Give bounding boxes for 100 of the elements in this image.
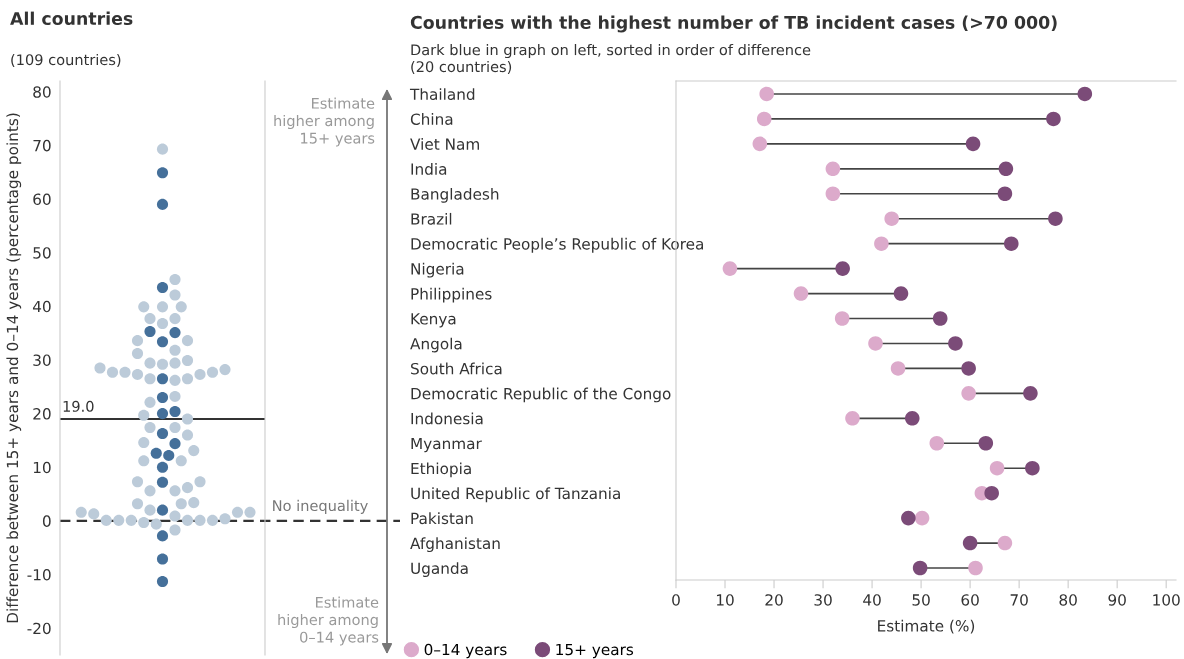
y-tick-label: Brazil bbox=[411, 212, 452, 225]
y-tick-label: Indonesia bbox=[411, 412, 483, 425]
point bbox=[156, 281, 169, 294]
point bbox=[1004, 236, 1019, 251]
point bbox=[1025, 460, 1040, 476]
y-tick-label: 60 bbox=[33, 193, 51, 206]
y-tick-label: -20 bbox=[27, 622, 51, 635]
y-tick-label: 70 bbox=[33, 139, 51, 152]
point bbox=[929, 435, 945, 451]
point bbox=[156, 427, 169, 439]
point bbox=[752, 136, 768, 152]
point bbox=[825, 161, 841, 177]
point bbox=[965, 136, 981, 152]
y-tick-label: Kenya bbox=[411, 313, 456, 328]
ref-line-label: No inequality bbox=[273, 499, 368, 514]
point bbox=[835, 261, 850, 276]
point bbox=[932, 311, 948, 326]
point bbox=[890, 361, 906, 376]
point bbox=[156, 476, 169, 488]
y-tick-label: 80 bbox=[33, 86, 51, 98]
point bbox=[989, 460, 1005, 476]
point bbox=[156, 575, 169, 588]
chart-title: All countries bbox=[10, 11, 133, 26]
chart-subtitle: (109 countries) bbox=[11, 53, 121, 67]
point bbox=[722, 261, 738, 276]
point bbox=[984, 485, 999, 501]
y-tick-label: 30 bbox=[33, 354, 51, 366]
point bbox=[156, 167, 169, 179]
y-tick-label: Uganda bbox=[411, 562, 468, 578]
legend-label: 0–14 years bbox=[424, 643, 507, 659]
point bbox=[1048, 211, 1063, 227]
point bbox=[156, 391, 169, 404]
point bbox=[156, 530, 169, 542]
x-tick-label: 60 bbox=[961, 594, 979, 606]
y-tick-label: Democratic Republic of the Congo bbox=[411, 387, 671, 403]
chart-title: Countries with the highest number of TB incident cases (>70 000) bbox=[410, 15, 1057, 33]
point bbox=[998, 161, 1014, 177]
point bbox=[825, 186, 841, 202]
y-tick-label: Afghanistan bbox=[410, 537, 500, 553]
y-tick-label: China bbox=[410, 113, 453, 125]
point bbox=[884, 211, 899, 227]
annotation: Estimate higher among 15+ years bbox=[274, 97, 375, 147]
y-tick-label: Democratic People’s Republic of Korea bbox=[411, 237, 703, 253]
x-tick-label: 100 bbox=[1153, 594, 1180, 606]
point bbox=[156, 373, 169, 385]
y-tick-label: Thailand bbox=[409, 88, 475, 100]
y-tick-label: -10 bbox=[27, 569, 51, 581]
y-tick-label: Philippines bbox=[411, 287, 492, 303]
x-tick-label: 20 bbox=[765, 594, 783, 606]
y-tick-label: United Republic of Tanzania bbox=[411, 487, 620, 503]
point bbox=[968, 560, 983, 576]
point bbox=[156, 336, 169, 348]
point bbox=[893, 286, 909, 301]
point bbox=[845, 411, 860, 426]
x-axis-title: Estimate (%) bbox=[878, 619, 975, 634]
point bbox=[997, 186, 1013, 202]
y-tick-label: 10 bbox=[33, 461, 51, 474]
x-tick-label: 40 bbox=[863, 594, 881, 606]
point bbox=[156, 408, 169, 420]
annotation: Estimate higher among 0–14 years bbox=[278, 596, 379, 646]
point bbox=[914, 510, 930, 526]
point bbox=[997, 535, 1013, 551]
point bbox=[793, 286, 809, 301]
y-tick-label: 20 bbox=[33, 408, 51, 420]
x-tick-label: 10 bbox=[716, 594, 734, 606]
point bbox=[1077, 86, 1093, 102]
y-tick-label: Angola bbox=[410, 337, 462, 353]
legend-label: 15+ years bbox=[556, 643, 634, 659]
point bbox=[961, 386, 976, 401]
x-tick-label: 0 bbox=[672, 594, 680, 606]
y-tick-label: Myanmar bbox=[411, 437, 482, 453]
y-tick-label: Ethiopia bbox=[411, 462, 471, 478]
point bbox=[759, 86, 774, 102]
x-tick-label: 80 bbox=[1059, 594, 1077, 606]
y-tick-label: Viet Nam bbox=[410, 138, 479, 150]
x-tick-label: 50 bbox=[912, 594, 930, 606]
y-tick-label: Nigeria bbox=[411, 262, 464, 278]
point bbox=[962, 535, 978, 551]
point bbox=[156, 553, 169, 565]
point bbox=[156, 504, 169, 516]
point bbox=[948, 336, 963, 351]
point bbox=[868, 336, 883, 351]
point bbox=[874, 236, 889, 251]
y-axis-title: Difference between 15+ years and 0–14 years (percentage points) bbox=[6, 113, 22, 623]
point bbox=[156, 461, 169, 473]
y-tick-label: India bbox=[411, 163, 447, 175]
y-tick-label: 40 bbox=[32, 300, 51, 313]
point bbox=[978, 435, 994, 451]
point bbox=[901, 510, 916, 526]
x-tick-label: 90 bbox=[1108, 594, 1126, 606]
y-tick-label: Pakistan bbox=[411, 512, 473, 525]
point bbox=[904, 411, 920, 426]
y-tick-label: 0 bbox=[42, 515, 51, 527]
point bbox=[834, 311, 850, 326]
point bbox=[1046, 111, 1061, 127]
y-tick-label: 50 bbox=[33, 247, 51, 259]
point bbox=[961, 361, 976, 376]
x-tick-label: 30 bbox=[814, 594, 832, 606]
x-tick-label: 70 bbox=[1010, 594, 1028, 606]
y-tick-label: South Africa bbox=[411, 362, 502, 375]
